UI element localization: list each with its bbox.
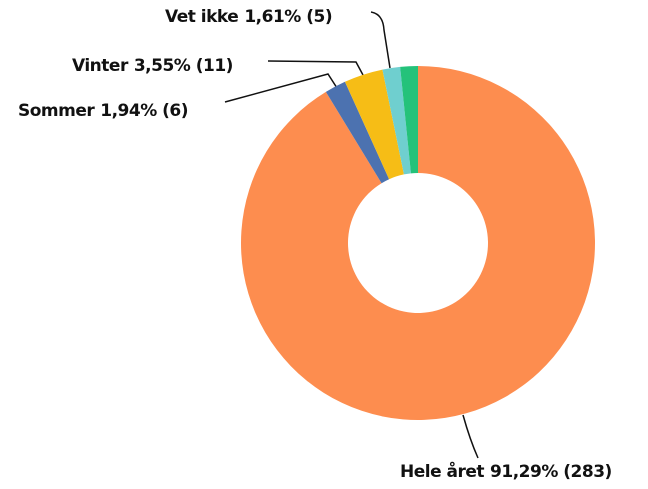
data-label: Vinter 3,55% (11) xyxy=(72,56,233,76)
leader-line xyxy=(462,414,479,459)
leader-line xyxy=(224,73,338,103)
data-label: Vet ikke 1,61% (5) xyxy=(165,7,332,27)
donut-segment xyxy=(325,81,390,184)
donut-segment xyxy=(240,66,595,420)
donut-segment xyxy=(382,66,411,175)
category-label: Vet ikke xyxy=(165,7,238,27)
value-label: 91,29% (283) xyxy=(490,462,612,482)
category-label: Vinter xyxy=(72,56,129,76)
category-label: Sommer xyxy=(18,101,95,121)
donut-segment xyxy=(400,66,418,174)
leader-line xyxy=(370,11,391,69)
data-label: Hele året 91,29% (283) xyxy=(400,460,612,482)
data-label: Sommer 1,94% (6) xyxy=(18,101,188,121)
value-label: 3,55% (11) xyxy=(134,56,233,76)
category-label: Hele året xyxy=(400,460,484,482)
value-label: 1,61% (5) xyxy=(244,7,332,27)
value-label: 1,94% (6) xyxy=(100,101,188,121)
leader-line xyxy=(267,60,364,76)
donut-segment xyxy=(344,69,404,180)
